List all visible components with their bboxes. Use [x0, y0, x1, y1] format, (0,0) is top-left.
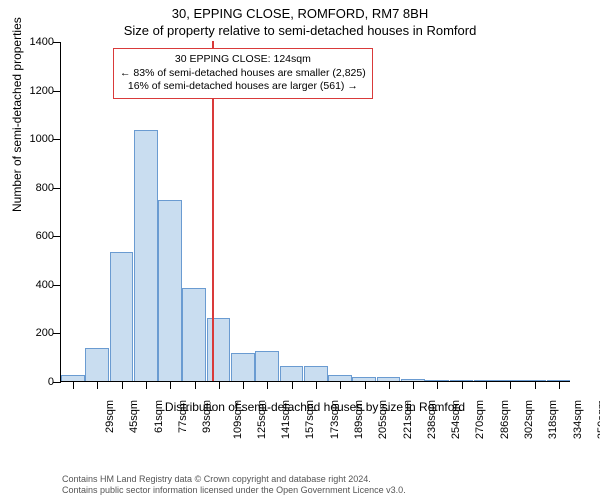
histogram-bar — [207, 318, 231, 381]
x-tick — [389, 381, 390, 389]
y-tick — [53, 188, 61, 189]
annotation-box: 30 EPPING CLOSE: 124sqm← 83% of semi-det… — [113, 48, 373, 99]
y-tick — [53, 236, 61, 237]
y-axis-label: Number of semi-detached properties — [10, 17, 24, 212]
x-tick — [462, 381, 463, 389]
histogram-bar — [134, 130, 158, 381]
annotation-line: 30 EPPING CLOSE: 124sqm — [120, 53, 366, 67]
x-tick — [97, 381, 98, 389]
x-tick — [122, 381, 123, 389]
x-tick — [292, 381, 293, 389]
y-tick — [53, 382, 61, 383]
x-tick — [559, 381, 560, 389]
x-tick — [510, 381, 511, 389]
page-subtitle: Size of property relative to semi-detach… — [0, 23, 600, 38]
histogram-bar — [158, 200, 182, 381]
page-title: 30, EPPING CLOSE, ROMFORD, RM7 8BH — [0, 6, 600, 21]
x-tick — [316, 381, 317, 389]
histogram-bar — [85, 348, 109, 381]
x-tick — [195, 381, 196, 389]
histogram-bar — [110, 252, 134, 381]
y-tick-label: 600 — [36, 230, 54, 242]
footer-line-2: Contains public sector information licen… — [62, 485, 406, 496]
x-tick — [170, 381, 171, 389]
x-tick — [340, 381, 341, 389]
footer-line-1: Contains HM Land Registry data © Crown c… — [62, 474, 406, 485]
x-tick — [267, 381, 268, 389]
annotation-line: ← 83% of semi-detached houses are smalle… — [120, 67, 366, 81]
x-tick-label: 334sqm — [572, 400, 584, 439]
x-tick — [219, 381, 220, 389]
y-tick — [53, 139, 61, 140]
y-tick-label: 400 — [36, 279, 54, 291]
x-tick — [413, 381, 414, 389]
x-tick — [73, 381, 74, 389]
chart-area: 020040060080010001200140029sqm45sqm61sqm… — [60, 42, 570, 432]
annotation-line: 16% of semi-detached houses are larger (… — [120, 80, 366, 94]
y-tick-label: 200 — [36, 327, 54, 339]
y-tick-label: 0 — [48, 376, 54, 388]
histogram-bar — [280, 366, 304, 381]
histogram-bar — [255, 351, 279, 381]
y-tick-label: 1000 — [30, 133, 54, 145]
y-tick — [53, 91, 61, 92]
x-tick — [486, 381, 487, 389]
plot-region: 020040060080010001200140029sqm45sqm61sqm… — [60, 42, 570, 382]
x-tick — [146, 381, 147, 389]
y-tick-label: 1200 — [30, 85, 54, 97]
y-tick-label: 1400 — [30, 36, 54, 48]
x-axis-label: Distribution of semi-detached houses by … — [60, 400, 570, 414]
x-tick-label: 350sqm — [596, 400, 600, 439]
x-tick — [535, 381, 536, 389]
y-tick — [53, 333, 61, 334]
x-tick — [365, 381, 366, 389]
y-tick — [53, 285, 61, 286]
y-tick-label: 800 — [36, 182, 54, 194]
histogram-bar — [304, 366, 328, 381]
y-tick — [53, 42, 61, 43]
x-tick — [243, 381, 244, 389]
x-tick — [437, 381, 438, 389]
histogram-bar — [231, 353, 255, 381]
histogram-bar — [182, 288, 206, 382]
footer-attribution: Contains HM Land Registry data © Crown c… — [62, 474, 406, 496]
